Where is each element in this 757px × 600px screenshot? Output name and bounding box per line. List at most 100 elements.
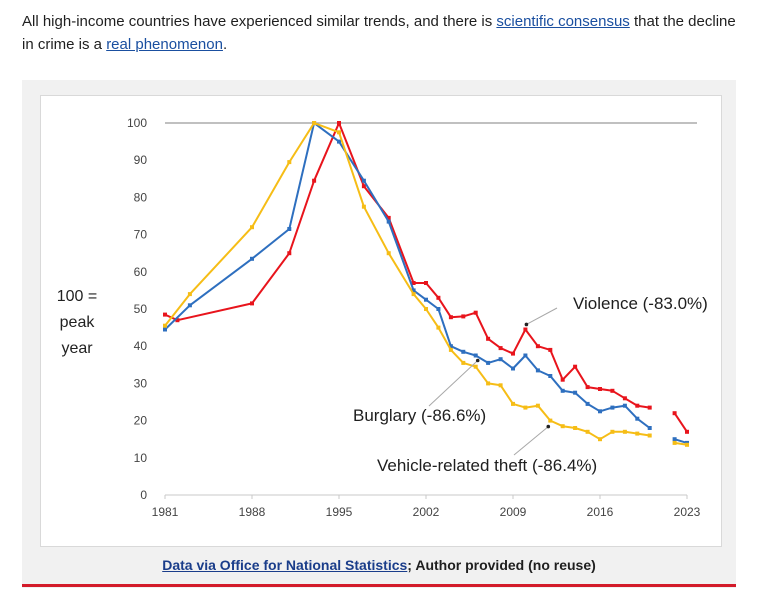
x-tick-label: 2009	[500, 505, 527, 519]
data-point	[685, 442, 689, 447]
data-point	[672, 440, 677, 445]
series-line	[674, 441, 688, 446]
y-tick-label: 60	[134, 265, 148, 279]
intro-text-1: All high-income countries have experienc…	[22, 13, 497, 30]
data-point	[386, 219, 391, 224]
y-tick-label: 90	[134, 153, 148, 167]
data-point	[386, 251, 391, 256]
data-point	[436, 307, 441, 311]
data-point	[498, 383, 503, 388]
data-point	[361, 204, 366, 209]
y-tick-label: 80	[134, 190, 148, 204]
data-point	[535, 403, 540, 408]
data-point	[647, 426, 652, 430]
x-tick-label: 1981	[152, 505, 179, 519]
annotation-leader-line	[526, 307, 558, 325]
figure-caption: Data via Office for National Statistics;…	[22, 557, 736, 573]
data-point	[511, 366, 515, 371]
data-point	[598, 409, 602, 414]
data-point	[573, 364, 578, 369]
data-point	[424, 297, 428, 302]
data-point	[473, 364, 478, 369]
data-point	[411, 288, 416, 293]
data-point	[486, 336, 491, 341]
data-point	[523, 405, 528, 410]
x-tick-label: 1988	[239, 505, 266, 519]
data-point	[585, 401, 590, 406]
annotation-label: Vehicle-related theft (-86.4%)	[377, 456, 597, 475]
data-point	[461, 349, 466, 354]
data-point	[250, 301, 254, 306]
data-point	[622, 396, 627, 401]
y-tick-label: 40	[134, 339, 148, 353]
data-point	[250, 225, 254, 230]
data-point	[436, 325, 441, 330]
data-point	[560, 424, 565, 429]
scientific-consensus-link[interactable]: scientific consensus	[496, 13, 630, 30]
data-point	[175, 318, 180, 323]
data-point	[337, 139, 341, 144]
y-tick-label: 20	[134, 414, 148, 428]
annotation-pointer-dot	[475, 358, 480, 363]
y-tick-label: 0	[140, 488, 147, 502]
annotation-label: Burglary (-86.6%)	[353, 406, 486, 425]
data-point	[448, 315, 453, 320]
annotation-pointer-dot	[546, 424, 551, 429]
data-point	[523, 327, 528, 332]
data-point	[672, 411, 677, 416]
data-point	[187, 292, 192, 297]
y-axis-label-line: year	[61, 340, 93, 357]
x-tick-label: 2016	[587, 505, 614, 519]
data-point	[672, 437, 677, 442]
ons-data-link[interactable]: Data via Office for National Statistics	[162, 557, 408, 573]
data-point	[448, 344, 453, 349]
data-point	[287, 160, 292, 165]
data-point	[436, 295, 441, 300]
data-point	[361, 184, 366, 189]
data-point	[610, 388, 615, 393]
data-point	[250, 256, 254, 261]
caption-credit: ; Author provided (no reuse)	[407, 557, 596, 573]
x-tick-label: 1995	[326, 505, 353, 519]
data-point	[163, 312, 167, 317]
data-point	[548, 418, 553, 423]
data-point	[473, 353, 478, 358]
data-point	[511, 401, 515, 406]
data-point	[486, 360, 491, 365]
series-line	[164, 122, 650, 409]
data-point	[585, 385, 590, 390]
series-line	[673, 412, 688, 433]
chart-frame: 1981 1988 1995 2002 2009 2016 2023 0 10 20 30 40 50 6…	[40, 95, 722, 547]
data-point	[548, 374, 553, 378]
data-point	[448, 347, 453, 352]
data-point	[312, 178, 317, 183]
data-point	[511, 351, 515, 356]
y-axis-label-line: peak	[60, 314, 96, 331]
data-point	[647, 433, 652, 438]
y-tick-label: 50	[134, 302, 148, 316]
series-line	[674, 438, 688, 444]
data-point	[647, 405, 652, 410]
series-line	[164, 122, 650, 441]
y-axis-label-line: 100 =	[57, 288, 97, 305]
data-point	[610, 405, 615, 410]
data-point	[635, 416, 640, 421]
x-tick-label: 2002	[413, 505, 440, 519]
annotation-label: Violence (-83.0%)	[573, 294, 708, 313]
data-point	[411, 281, 416, 285]
data-point	[486, 381, 491, 386]
data-point	[535, 344, 540, 349]
annotation-leader-line	[428, 360, 479, 407]
data-point	[498, 357, 503, 362]
data-point	[424, 307, 428, 311]
data-point	[287, 227, 292, 231]
data-point	[473, 310, 478, 315]
intro-text-3: .	[222, 36, 228, 53]
y-tick-label: 70	[134, 228, 148, 242]
data-point	[598, 387, 602, 391]
data-point	[163, 323, 167, 328]
y-tick-label: 30	[134, 376, 148, 390]
annotation-pointer-dot	[524, 322, 529, 327]
annotation-leader-line	[513, 426, 549, 456]
real-phenomenon-link[interactable]: real phenomenon	[106, 36, 223, 53]
